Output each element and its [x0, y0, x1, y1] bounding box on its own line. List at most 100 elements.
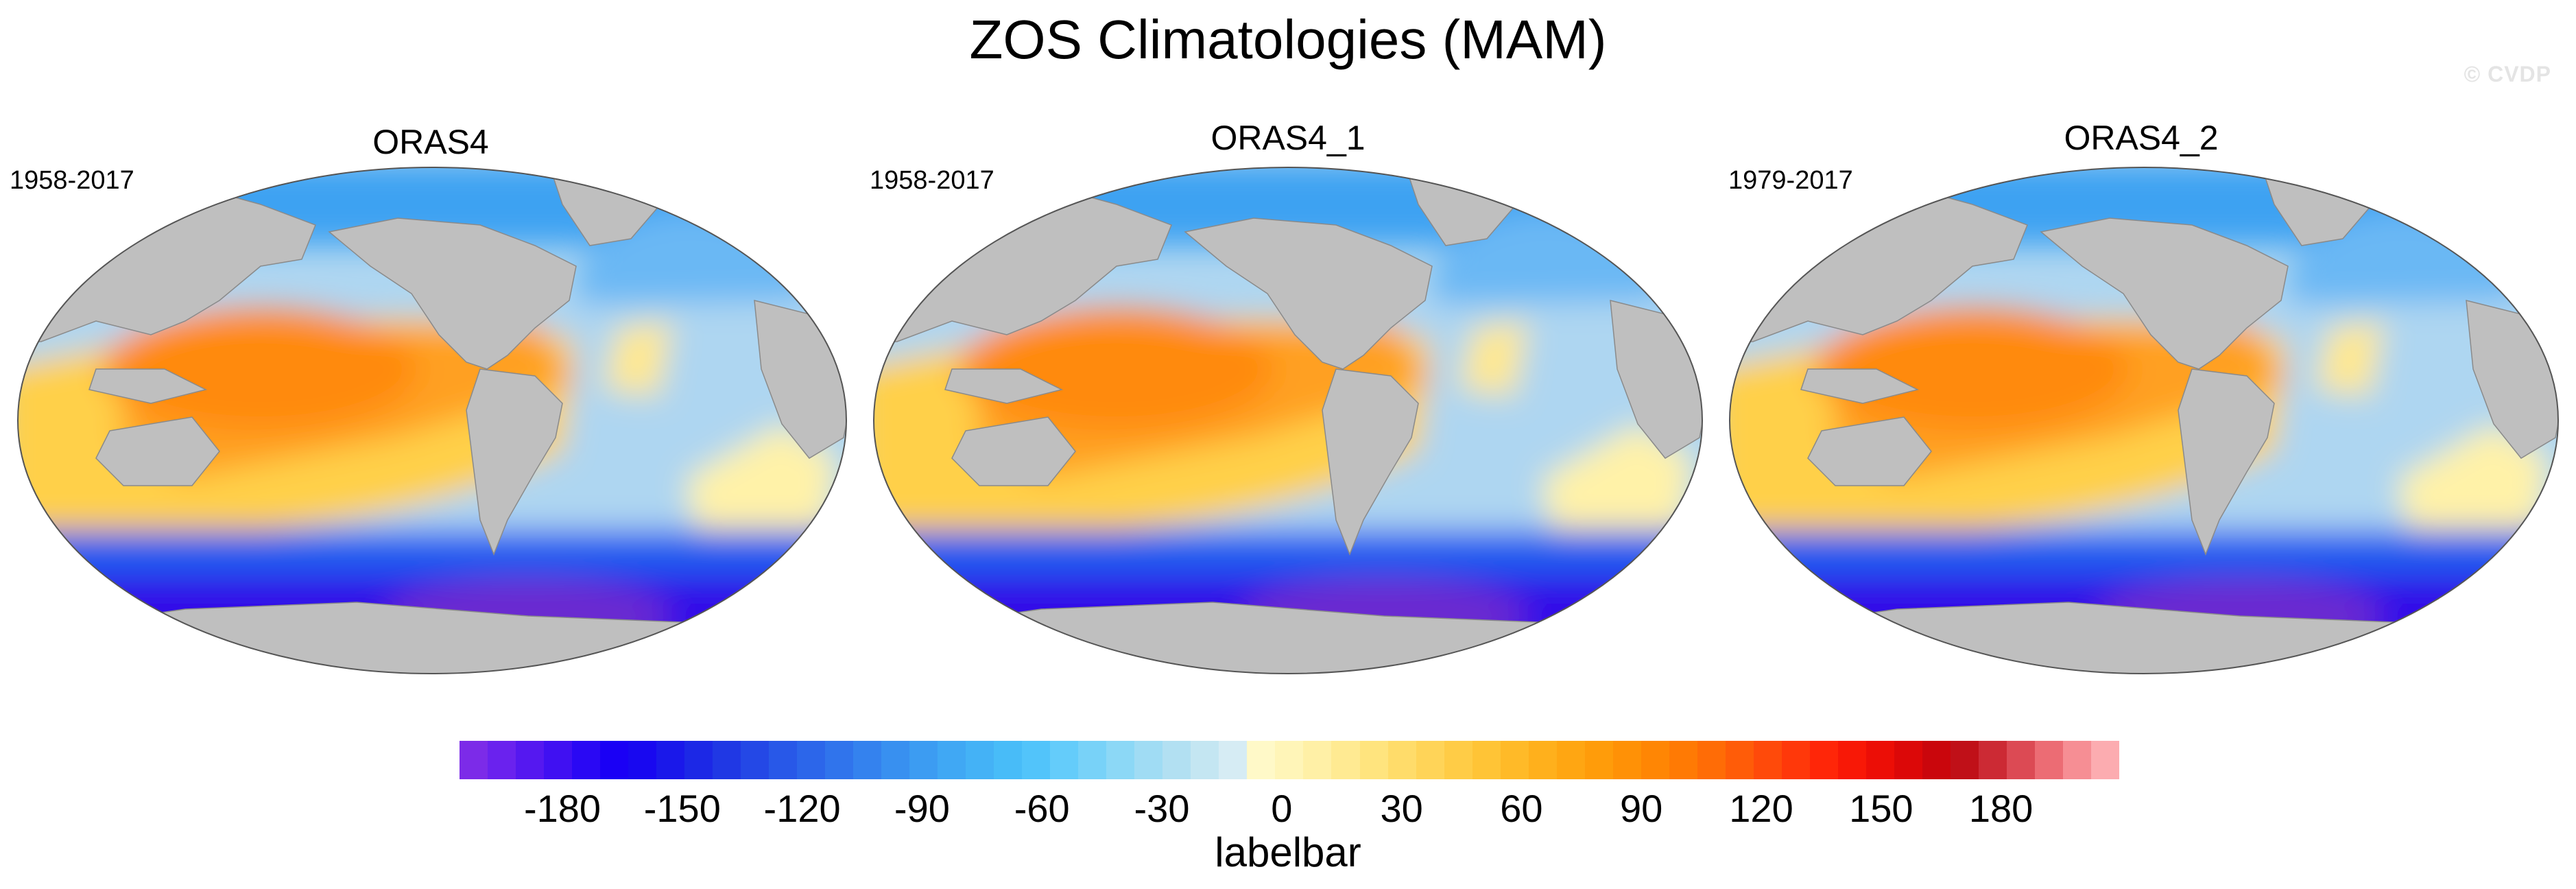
- colorbar-tick-label: -150: [643, 787, 721, 830]
- colorbar-tick-label: -90: [894, 787, 950, 830]
- colorbar-swatch: [741, 741, 770, 779]
- colorbar-swatch: [1022, 741, 1051, 779]
- map-panel-oras4-2: [1729, 167, 2559, 674]
- landmass-maritime-continent: [88, 368, 208, 404]
- colorbar-swatch: [544, 741, 573, 779]
- colorbar-swatch: [1416, 741, 1444, 779]
- colorbar-swatch: [460, 741, 488, 779]
- map-outline: [17, 167, 847, 674]
- figure-title: ZOS Climatologies (MAM): [969, 9, 1607, 70]
- landmass-australia: [951, 416, 1076, 486]
- landmass-south-america: [1322, 368, 1419, 556]
- colorbar-tick-label: 120: [1729, 787, 1793, 830]
- colorbar-swatch: [938, 741, 966, 779]
- colorbar-swatch: [1275, 741, 1304, 779]
- colorbar-swatch: [1331, 741, 1360, 779]
- panel-title-oras4: ORAS4: [372, 123, 489, 161]
- map-panel-oras4-1: [873, 167, 1703, 674]
- colorbar-swatch: [1050, 741, 1079, 779]
- colorbar-tick-label: -120: [763, 787, 841, 830]
- map-content: [874, 167, 1702, 674]
- landmass-antarctica: [874, 602, 1702, 674]
- landmass-north-america: [2040, 217, 2289, 370]
- panel-years-oras4-2: 1979-2017: [1728, 166, 1853, 195]
- kuroshio-high: [959, 307, 1274, 431]
- sea-level-field: [874, 167, 1702, 674]
- colorbar-swatch: [1641, 741, 1669, 779]
- colorbar-tick-label: 150: [1849, 787, 1913, 830]
- colorbar-swatch: [1359, 741, 1388, 779]
- colorbar-swatch: [797, 741, 826, 779]
- map-outline: [1729, 167, 2559, 674]
- colorbar-swatch: [2006, 741, 2035, 779]
- landmass-australia: [1807, 416, 1932, 486]
- landmass-antarctica: [18, 602, 846, 674]
- colorbar-tick-label: 0: [1271, 787, 1293, 830]
- atlantic-gyre-south: [2398, 424, 2549, 547]
- map-content: [1730, 167, 2558, 674]
- colorbar-swatch: [1781, 741, 1810, 779]
- kuroshio-high: [103, 307, 418, 431]
- landmass-australia: [95, 416, 220, 486]
- colorbar-swatch: [2090, 741, 2119, 779]
- landmass-maritime-continent: [1800, 368, 1920, 404]
- colorbar-swatch: [684, 741, 713, 779]
- colorbar-swatch: [1078, 741, 1107, 779]
- landmass-south-america: [466, 368, 563, 556]
- colorbar-swatch: [1219, 741, 1248, 779]
- colorbar-swatch: [1584, 741, 1613, 779]
- colorbar-tick-label: 60: [1500, 787, 1543, 830]
- atlantic-gyre-south: [686, 424, 837, 547]
- colorbar-swatch: [1162, 741, 1191, 779]
- panel-years-oras4: 1958-2017: [10, 166, 134, 195]
- map-outline: [873, 167, 1703, 674]
- colorbar-swatch: [1697, 741, 1726, 779]
- colorbar-swatch: [1472, 741, 1501, 779]
- colorbar-tick-label: 90: [1620, 787, 1663, 830]
- colorbar-swatch: [1247, 741, 1276, 779]
- colorbar-tick-label: -60: [1014, 787, 1070, 830]
- colorbar-swatch: [994, 741, 1023, 779]
- atlantic-gyre-south: [1542, 424, 1693, 547]
- map-content: [18, 167, 846, 674]
- panel-title-oras4-2: ORAS4_2: [2064, 119, 2219, 157]
- colorbar-swatch: [1387, 741, 1416, 779]
- colorbar-swatch: [1753, 741, 1782, 779]
- panel-title-oras4-1: ORAS4_1: [1211, 119, 1365, 157]
- colorbar-tick-label: 180: [1968, 787, 2034, 830]
- colorbar-swatch: [1950, 741, 1979, 779]
- colorbar-swatch: [769, 741, 798, 779]
- colorbar-swatch: [2034, 741, 2063, 779]
- landmass-north-america: [1184, 217, 1433, 370]
- colorbar-swatch: [1556, 741, 1585, 779]
- colorbar-swatch: [656, 741, 685, 779]
- colorbar-swatch: [1865, 741, 1894, 779]
- colorbar-swatch: [1500, 741, 1529, 779]
- colorbar-swatch: [881, 741, 910, 779]
- colorbar-swatch: [1106, 741, 1135, 779]
- colorbar-swatch: [1978, 741, 2007, 779]
- colorbar-swatch: [853, 741, 882, 779]
- colorbar-swatch: [1191, 741, 1219, 779]
- colorbar-swatch: [1922, 741, 1951, 779]
- colorbar-tick-label: 30: [1380, 787, 1423, 830]
- colorbar-swatch: [1612, 741, 1641, 779]
- colorbar-swatch: [2062, 741, 2091, 779]
- watermark: © CVDP: [2464, 62, 2551, 86]
- atlantic-gyre-north: [1459, 321, 1528, 396]
- atlantic-gyre-north: [2315, 321, 2384, 396]
- colorbar-swatch: [572, 741, 601, 779]
- colorbar-swatch: [1528, 741, 1557, 779]
- colorbar-swatch: [825, 741, 854, 779]
- colorbar-swatch: [1725, 741, 1754, 779]
- colorbar-swatch: [1134, 741, 1163, 779]
- colorbar-swatch: [713, 741, 741, 779]
- colorbar-swatch: [600, 741, 629, 779]
- colorbar-swatch: [628, 741, 657, 779]
- landmass-south-america: [2178, 368, 2275, 556]
- colorbar-swatch: [1303, 741, 1332, 779]
- landmass-north-america: [328, 217, 577, 370]
- colorbar-swatch: [1809, 741, 1838, 779]
- landmass-maritime-continent: [944, 368, 1064, 404]
- colorbar-swatch: [909, 741, 938, 779]
